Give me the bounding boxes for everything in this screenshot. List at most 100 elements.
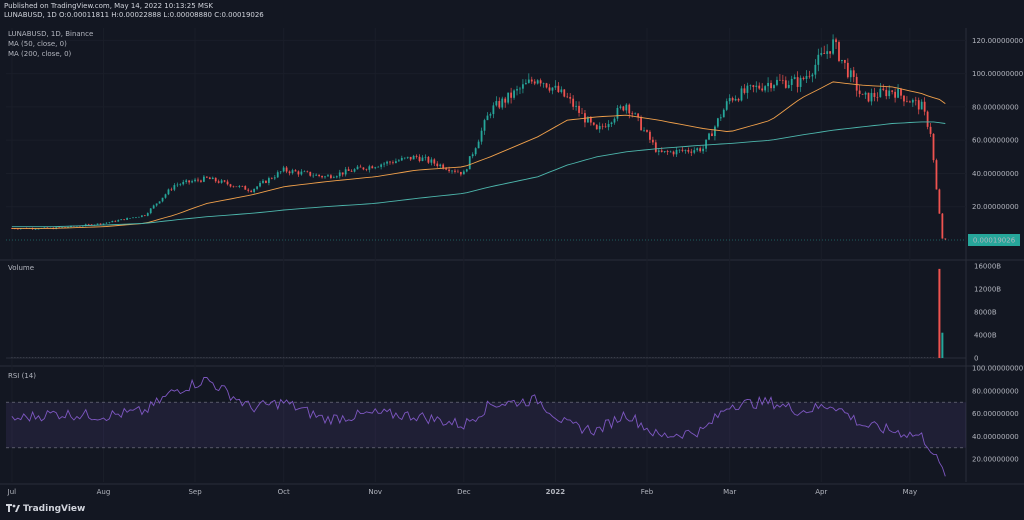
- candle-body: [235, 186, 238, 188]
- candle-body: [294, 170, 297, 172]
- volume-bar: [903, 357, 905, 358]
- price-tick-label: 80.00000000: [972, 103, 1019, 111]
- volume-bar: [324, 357, 326, 358]
- volume-bar: [188, 357, 190, 358]
- volume-bar: [306, 357, 308, 358]
- candle-body: [610, 122, 613, 125]
- candle-body: [740, 88, 743, 101]
- volume-bar: [40, 357, 43, 358]
- candle-body: [462, 171, 465, 175]
- volume-bar: [478, 357, 480, 358]
- volume-bar: [785, 357, 787, 358]
- volume-bar: [900, 357, 902, 358]
- candle-body: [454, 170, 456, 172]
- candle-body: [400, 157, 403, 161]
- volume-bar: [664, 357, 666, 358]
- volume-bar: [873, 357, 876, 358]
- candle-body: [350, 170, 353, 172]
- volume-bar: [105, 357, 108, 358]
- candle-body: [412, 155, 415, 160]
- volume-bar: [167, 357, 170, 358]
- volume-bar: [672, 357, 675, 358]
- candle-body: [489, 114, 492, 116]
- volume-bar: [215, 357, 217, 358]
- volume-bar: [96, 357, 99, 358]
- volume-bar: [374, 357, 376, 358]
- volume-bar: [179, 357, 181, 358]
- candle-body: [761, 88, 764, 91]
- candle-body: [179, 184, 182, 185]
- tradingview-logo[interactable]: TradingView: [6, 504, 85, 514]
- volume-bar: [510, 357, 512, 358]
- candle-body: [897, 88, 899, 98]
- volume-bar: [566, 357, 568, 358]
- volume-bar: [61, 357, 63, 358]
- candle-body: [182, 181, 185, 185]
- candle-body: [923, 101, 926, 112]
- candle-body: [894, 91, 897, 98]
- price-tick-label: 20.00000000: [972, 203, 1019, 211]
- candle-body: [229, 184, 232, 187]
- candle-body: [672, 151, 675, 155]
- candle-body: [687, 150, 690, 152]
- volume-bar: [543, 357, 545, 358]
- candle-body: [524, 82, 527, 85]
- candle-body: [702, 148, 705, 152]
- volume-bar: [720, 357, 722, 358]
- candle-body: [678, 149, 681, 151]
- candle-body: [495, 101, 498, 106]
- volume-bar: [531, 357, 533, 358]
- candle-body: [519, 88, 521, 90]
- x-tick-label: May: [903, 488, 917, 496]
- candle-body: [78, 226, 81, 227]
- rsi-tick-label: 40.00000000: [972, 433, 1019, 441]
- volume-bar: [879, 357, 881, 358]
- volume-bar: [271, 357, 273, 358]
- candle-body: [409, 156, 412, 160]
- candle-body: [232, 186, 235, 188]
- candle-body: [474, 148, 477, 155]
- candle-body: [849, 70, 852, 78]
- candle-body: [814, 64, 817, 75]
- volume-bar: [584, 357, 586, 358]
- candle-body: [657, 150, 660, 152]
- volume-bar: [457, 357, 459, 358]
- candle-body: [581, 112, 583, 114]
- candle-body: [439, 164, 442, 167]
- volume-bar: [226, 357, 229, 358]
- volume-bar: [156, 357, 158, 358]
- candle-body: [185, 180, 188, 182]
- candle-body: [764, 86, 767, 91]
- volume-bar: [699, 357, 701, 358]
- volume-bar: [711, 357, 713, 358]
- volume-bar: [380, 357, 382, 358]
- candle-body: [312, 175, 315, 177]
- published-header: Published on TradingView.com, May 14, 20…: [4, 2, 213, 10]
- rsi-tick-label: 20.00000000: [972, 456, 1019, 464]
- candle-body: [776, 79, 778, 86]
- candle-body: [34, 228, 37, 230]
- candle-body: [516, 89, 518, 91]
- volume-bar: [286, 357, 288, 358]
- volume-bar: [696, 357, 698, 358]
- volume-bar: [29, 357, 31, 358]
- candle-body: [879, 88, 882, 98]
- volume-bar: [637, 357, 639, 358]
- candle-body: [781, 80, 784, 81]
- tradingview-logo-icon: [6, 504, 20, 512]
- candle-body: [421, 157, 424, 162]
- legend-symbol: LUNABUSD, 1D, Binance: [8, 30, 93, 38]
- volume-bar: [159, 357, 161, 358]
- candle-body: [105, 222, 108, 224]
- volume-bar: [321, 357, 323, 358]
- candle-body: [705, 139, 707, 149]
- volume-bar: [932, 357, 935, 358]
- candle-body: [321, 176, 323, 178]
- candle-body: [882, 88, 885, 90]
- volume-bar: [421, 357, 424, 358]
- candle-body: [262, 180, 264, 183]
- volume-bar: [55, 357, 57, 358]
- candle-body: [102, 223, 105, 225]
- candle-body: [530, 79, 533, 82]
